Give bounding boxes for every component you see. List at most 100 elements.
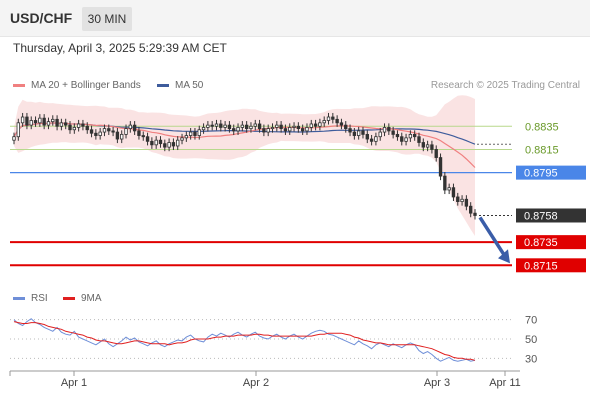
candle-body [197,129,201,136]
candle-body [154,139,158,146]
candle-body [240,124,245,128]
candle-body [115,131,120,140]
candle-body [158,139,163,145]
candle-body [339,122,344,126]
candle-body [249,125,253,129]
candle-body [417,136,421,143]
candle-body [356,130,361,136]
candle-body [400,136,404,142]
candle-body [232,128,236,132]
candle-body [64,122,68,126]
candle-body [81,123,85,127]
datetime-label: Thursday, April 3, 2025 5:29:39 AM CET [13,41,227,55]
candle-body [438,157,443,177]
candle-body [305,127,309,132]
candle-body [413,133,417,138]
candle-body [296,125,301,129]
candle-body [20,116,25,124]
candle-body [447,187,451,191]
rsi-swatch [13,297,25,300]
candle-body [150,140,154,146]
last-price-label: 0.8758 [524,210,558,222]
pivot-tag [516,165,586,180]
candle-body [335,118,339,124]
x-tick-label: Apr 2 [243,377,269,389]
candle-body [464,198,469,207]
candle-body [227,124,232,129]
candle-body [128,124,133,129]
candle-body [456,196,460,202]
ma20-line [13,122,476,168]
candle-body [434,149,438,158]
candle-body [201,127,206,131]
legend-ma50-label: MA 50 [175,80,204,91]
candle-body [180,137,184,141]
candle-body [348,128,352,133]
forecast-arrow-shaft [478,216,507,258]
candle-body [89,129,94,134]
candle-body [214,123,219,127]
candle-body [176,139,180,147]
credit-text: Research © 2025 Trading Central [430,80,580,91]
candle-body [344,124,348,129]
legend-9ma-label: 9MA [81,293,102,304]
candle-body [107,128,111,132]
ma20-swatch [13,84,25,87]
candle-body [318,122,322,127]
legend-ma20: MA 20 + Bollinger Bands [13,80,141,91]
legend-rsi-label: RSI [31,293,48,304]
candle-body [391,130,395,135]
candle-body [16,122,20,138]
candle-body [275,124,279,128]
rsi-line [13,318,476,362]
rsi-tick-label: 50 [525,334,537,346]
candle-body [257,123,262,129]
candle-body [292,125,296,128]
resistance-label: 0.8835 [525,121,559,133]
candle-body [309,123,313,128]
candle-body [206,124,210,128]
candle-body [68,124,72,131]
pivot-label: 0.8795 [524,168,558,180]
candle-body [51,118,55,123]
x-tick-label: Apr 3 [424,377,450,389]
candle-body [85,125,89,131]
candle-body [300,128,305,132]
candle-body [42,117,46,126]
candle-body [171,142,176,147]
rsi-tick-label: 30 [525,353,537,365]
candle-body [331,116,335,120]
candle-body [223,124,227,128]
candle-body [469,205,473,214]
candle-body [352,131,357,136]
candle-body [184,135,189,139]
candle-body [12,136,16,141]
candle-body [25,116,29,126]
candle-body [382,127,387,133]
target-label: 0.8715 [524,260,558,272]
candle-body [279,124,283,129]
candle-body [262,128,266,133]
candle-body [404,137,408,142]
candle-body [361,130,365,135]
rsi-tick-label: 70 [525,315,537,327]
candle-body [137,130,141,136]
x-tick-label: Apr 1 [61,377,87,389]
candle-body [443,175,447,191]
candle-body [270,127,275,130]
legend-9ma: 9MA [63,293,102,304]
symbol-title: USD/CHF [10,10,73,26]
candle-body [244,124,249,129]
candle-body [387,127,391,132]
candle-body [33,120,38,124]
timeframe-button[interactable]: 30 MIN [82,7,132,31]
candle-body [145,136,150,142]
candle-body [288,127,292,132]
legend-rsi: RSI [13,293,48,304]
candle-body [473,212,477,216]
candle-body [55,118,59,127]
candle-body [408,133,413,139]
candle-body [283,128,288,132]
candle-body [98,131,102,136]
